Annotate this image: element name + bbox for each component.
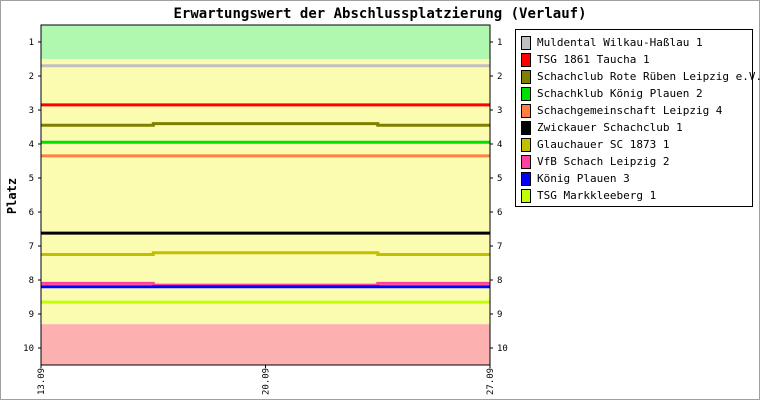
y-tick-label-right: 1	[497, 38, 502, 48]
legend-label: TSG Markkleeberg 1	[537, 189, 657, 202]
legend-item: Glauchauer SC 1873 1	[516, 136, 752, 153]
legend-item: Schachgemeinschaft Leipzig 4	[516, 102, 752, 119]
y-tick-label-left: 9	[29, 310, 34, 320]
chart-title: Erwartungswert der Abschlussplatzierung …	[173, 6, 586, 22]
legend-item: König Plauen 3	[516, 170, 752, 187]
y-tick-label-right: 5	[497, 174, 502, 184]
y-tick-label-left: 10	[23, 344, 34, 354]
legend-label: Zwickauer Schachclub 1	[537, 121, 683, 134]
legend-item: Schachclub Rote Rüben Leipzig e.V. 1	[516, 68, 760, 85]
series-line-6	[41, 251, 490, 256]
y-tick-label-right: 6	[497, 208, 502, 218]
band-2	[41, 324, 490, 365]
legend-swatch	[521, 103, 531, 118]
legend-swatch	[521, 188, 531, 203]
y-tick-label-right: 7	[497, 242, 502, 252]
legend-label: VfB Schach Leipzig 2	[537, 155, 670, 168]
legend-label: TSG 1861 Taucha 1	[537, 53, 650, 66]
band-0	[41, 25, 490, 59]
legend-swatch	[521, 52, 531, 67]
series-line-7	[41, 281, 490, 287]
y-tick-label-right: 4	[497, 140, 502, 150]
legend-label: Schachclub Rote Rüben Leipzig e.V. 1	[537, 70, 760, 83]
legend-swatch	[521, 35, 531, 50]
legend-swatch	[521, 86, 531, 101]
y-tick-label-left: 1	[29, 38, 34, 48]
legend-swatch	[521, 171, 531, 186]
legend: Muldental Wilkau-Haßlau 1 TSG 1861 Taucha…	[515, 29, 760, 207]
y-axis-label: Platz	[5, 178, 19, 214]
legend-item: TSG 1861 Taucha 1	[516, 51, 752, 68]
y-tick-label-right: 2	[497, 72, 502, 82]
y-tick-label-left: 7	[29, 242, 34, 252]
plot-area: 1 1 2 2 3 3 4 4 5 5 6 6 7 7 8 8 9 9 10 10 13.09 20.09 27.09	[23, 24, 508, 395]
legend-swatch	[521, 137, 531, 152]
legend-swatch	[521, 120, 531, 135]
x-tick-label: 27.09	[486, 368, 496, 395]
series-line-2	[41, 122, 490, 127]
band-1	[41, 59, 490, 325]
y-tick-label-left: 3	[29, 106, 34, 116]
y-tick-label-left: 8	[29, 276, 34, 286]
y-tick-label-right: 10	[497, 344, 508, 354]
y-tick-label-right: 8	[497, 276, 502, 286]
legend-label: Muldental Wilkau-Haßlau 1	[537, 36, 703, 49]
x-tick-label: 20.09	[262, 368, 272, 395]
legend-item: VfB Schach Leipzig 2	[516, 153, 752, 170]
legend-label: Glauchauer SC 1873 1	[537, 138, 670, 151]
legend-label: König Plauen 3	[537, 172, 630, 185]
legend-item: Zwickauer Schachclub 1	[516, 119, 752, 136]
y-tick-label-right: 9	[497, 310, 502, 320]
y-tick-label-left: 4	[29, 140, 34, 150]
legend-item: TSG Markkleeberg 1	[516, 187, 752, 204]
x-tick-label: 13.09	[37, 368, 47, 395]
legend-label: Schachklub König Plauen 2	[537, 87, 703, 100]
y-tick-label-left: 2	[29, 72, 34, 82]
legend-swatch	[521, 154, 531, 169]
legend-item: Schachklub König Plauen 2	[516, 85, 752, 102]
y-tick-label-left: 5	[29, 174, 34, 184]
legend-swatch	[521, 69, 531, 84]
y-tick-label-left: 6	[29, 208, 34, 218]
legend-item: Muldental Wilkau-Haßlau 1	[516, 34, 752, 51]
y-tick-label-right: 3	[497, 106, 502, 116]
legend-label: Schachgemeinschaft Leipzig 4	[537, 104, 723, 117]
